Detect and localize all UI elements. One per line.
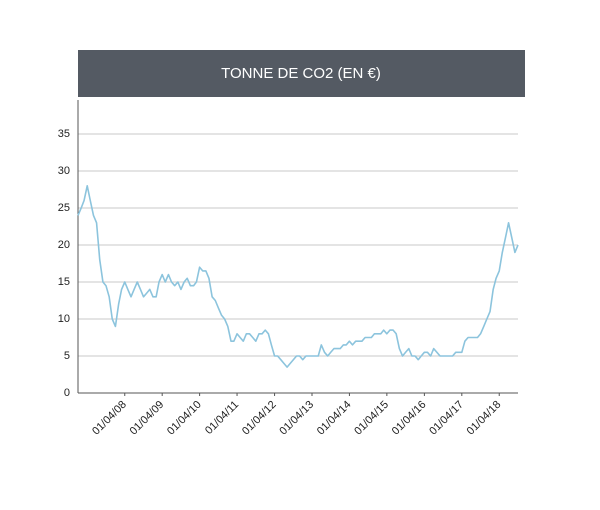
x-tick-label: 01/04/16: [390, 399, 429, 438]
y-tick-label: 15: [58, 276, 70, 288]
y-tick-label: 0: [64, 387, 70, 399]
title-banner: [78, 50, 525, 97]
y-tick-label: 35: [58, 128, 70, 140]
x-tick-label: 01/04/10: [165, 399, 204, 438]
x-tick-label: 01/04/13: [277, 399, 316, 438]
y-tick-label: 30: [58, 165, 70, 177]
x-tick-label: 01/04/18: [465, 399, 504, 438]
x-tick-label: 01/04/09: [128, 399, 167, 438]
chart-title: TONNE DE CO2 (EN €): [221, 65, 381, 82]
x-tick-label: 01/04/17: [427, 399, 466, 438]
x-tick-label: 01/04/14: [315, 399, 354, 438]
y-tick-label: 25: [58, 202, 70, 214]
x-tick-label: 01/04/12: [240, 399, 279, 438]
y-tick-label: 10: [58, 313, 70, 325]
x-tick-label: 01/04/11: [203, 399, 241, 437]
price-line: [77, 185, 519, 368]
x-tick-label: 01/04/08: [90, 399, 129, 438]
y-tick-label: 20: [58, 239, 70, 251]
x-tick-label: 01/04/15: [352, 399, 391, 438]
y-tick-label: 5: [64, 350, 70, 362]
